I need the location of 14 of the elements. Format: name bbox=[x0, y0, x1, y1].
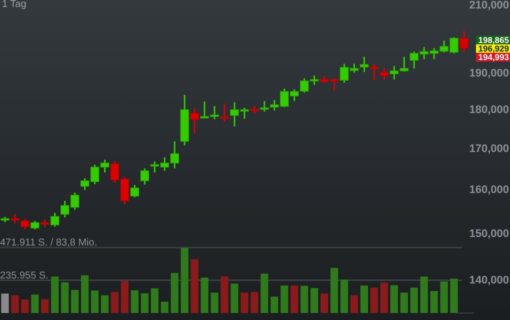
y-tick-label: 190,000 bbox=[469, 68, 509, 80]
y-tick-label: 150,000 bbox=[469, 228, 509, 240]
y-tick-label: 170,000 bbox=[469, 142, 509, 155]
y-tick-label: 140,000 bbox=[469, 274, 509, 287]
text: 194,993 bbox=[478, 52, 510, 62]
text: 198,865 bbox=[478, 34, 510, 45]
text: 196,929 bbox=[478, 44, 510, 54]
y-tick-label: 180,000 bbox=[469, 104, 509, 116]
annotation: / 83,8 Mio. bbox=[50, 238, 98, 249]
y2-tick-label: 235.955 S. bbox=[0, 270, 48, 282]
y-tick-label: 210,000 bbox=[469, 0, 509, 12]
y2-tick-label: 471.911 S. bbox=[0, 238, 48, 249]
chart-title: 1 Tag bbox=[2, 0, 26, 10]
y-tick-label: 160,000 bbox=[469, 184, 509, 196]
